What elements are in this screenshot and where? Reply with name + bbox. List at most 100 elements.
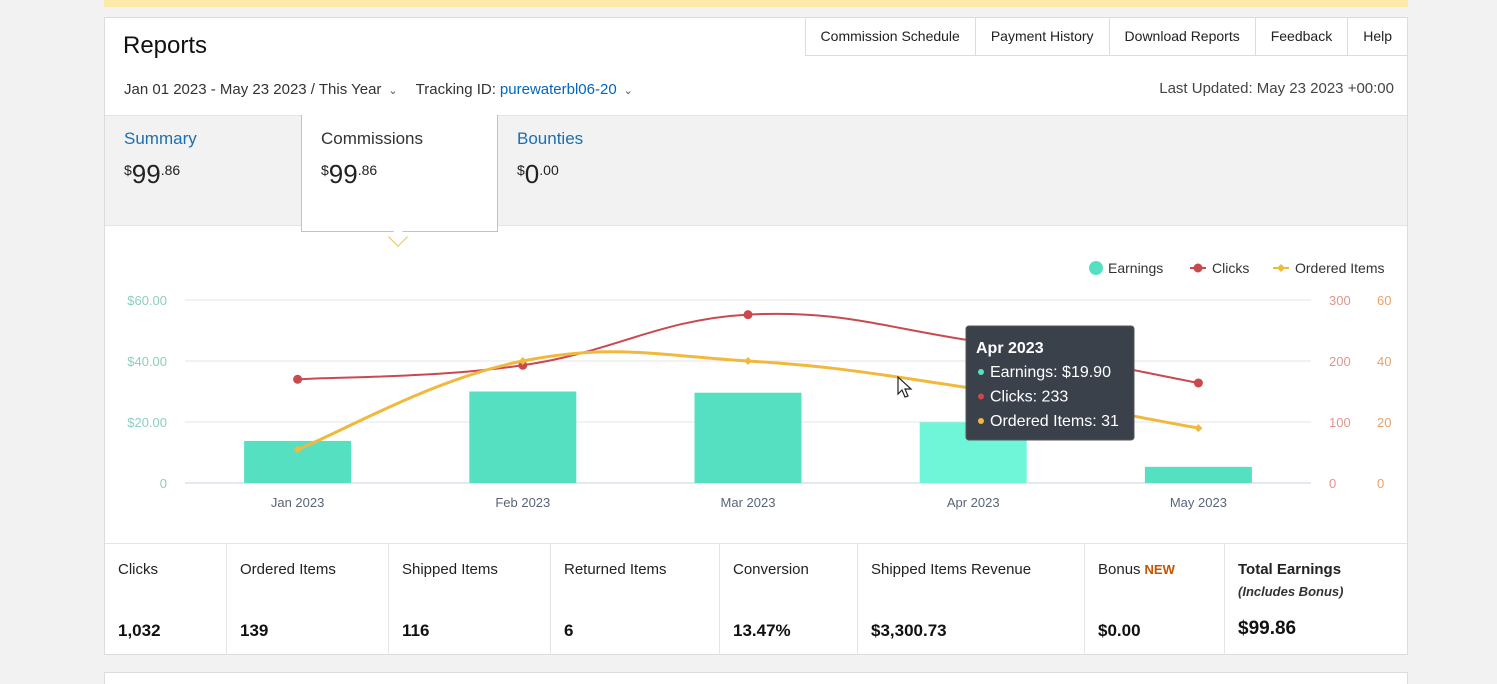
legend-items-marker (1277, 264, 1285, 272)
tab-summary-label: Summary (124, 129, 197, 148)
date-range-dropdown[interactable]: Jan 01 2023 - May 23 2023 / This Year ⌄ (124, 81, 398, 98)
stat-label: Total Earnings (1238, 561, 1342, 578)
chart-tooltip (965, 325, 1135, 441)
tooltip-marker (978, 369, 984, 375)
last-updated: Last Updated: May 23 2023 +00:00 (1159, 80, 1394, 97)
payment-history-link[interactable]: Payment History (974, 17, 1109, 56)
feedback-link[interactable]: Feedback (1254, 17, 1348, 56)
stat-label: Clicks (118, 561, 158, 578)
help-link[interactable]: Help (1347, 17, 1408, 56)
tooltip-marker (978, 393, 984, 400)
right-axis-tick-items: 60 (1377, 293, 1391, 308)
chevron-down-icon: ⌄ (623, 85, 633, 97)
legend-earnings-label: Earnings (1108, 260, 1163, 276)
x-axis-tick: Jan 2023 (271, 495, 325, 510)
stat-value: $3,300.73 (871, 621, 947, 640)
stat-value: 13.47% (733, 621, 791, 640)
stat-bonus: Bonus NEW $0.00 (1085, 544, 1225, 655)
legend-clicks-marker (1193, 263, 1203, 273)
earnings-bar (469, 391, 577, 483)
stat-shipped-items: Shipped Items 116 (389, 544, 551, 655)
earnings-bar (1144, 466, 1252, 483)
stat-label: Bonus NEW (1098, 561, 1211, 578)
legend-clicks-label: Clicks (1212, 260, 1249, 276)
tab-commissions[interactable]: Commissions $99.86 (301, 115, 498, 232)
stat-label: Returned Items (564, 561, 667, 578)
tracking-id-label: Tracking ID: (415, 81, 496, 98)
amount-fraction: .00 (539, 162, 559, 178)
amount-whole: 99 (328, 159, 358, 189)
tooltip-marker (978, 418, 984, 424)
stat-ordered-items: Ordered Items 139 (227, 544, 389, 655)
tracking-id-value: purewaterbl06-20 (499, 81, 617, 98)
stat-clicks: Clicks 1,032 (105, 544, 227, 655)
left-axis-tick: $40.00 (127, 354, 167, 369)
right-axis-tick-clicks: 300 (1329, 293, 1351, 308)
tab-summary-amount: $99.86 (124, 159, 282, 190)
stat-returned-items: Returned Items 6 (551, 544, 720, 655)
stat-label: Shipped Items (402, 561, 498, 578)
right-axis-tick-clicks: 100 (1329, 415, 1351, 430)
reports-card: Reports Commission Schedule Payment Hist… (104, 17, 1408, 655)
currency-symbol: $ (124, 162, 132, 178)
legend-earnings-marker (1089, 261, 1103, 275)
clicks-point (1193, 378, 1203, 388)
earnings-bar (694, 392, 802, 483)
ordered-items-point (1194, 424, 1203, 433)
stat-value: 139 (240, 621, 269, 640)
x-axis-tick: May 2023 (1170, 495, 1227, 510)
stat-sublabel: (Includes Bonus) (1238, 584, 1344, 599)
ordered-items-point (744, 357, 752, 365)
download-reports-link[interactable]: Download Reports (1108, 17, 1255, 56)
right-axis-tick-clicks: 200 (1329, 354, 1351, 369)
clicks-point (743, 310, 753, 320)
stat-label: Shipped Items Revenue (871, 561, 1032, 578)
stats-row: Clicks 1,032 Ordered Items 139 Shipped I… (105, 543, 1407, 655)
top-links: Commission Schedule Payment History Down… (804, 17, 1408, 56)
legend-items-label: Ordered Items (1295, 260, 1384, 276)
left-axis-tick: $60.00 (127, 293, 167, 308)
clicks-point (518, 360, 528, 370)
stat-value: $0.00 (1098, 621, 1141, 640)
clicks-point (293, 374, 303, 384)
x-axis-tick: Apr 2023 (947, 495, 1000, 510)
page-title: Reports (123, 32, 208, 59)
stat-total-earnings: Total Earnings (Includes Bonus) $99.86 (1225, 544, 1407, 655)
new-badge: NEW (1144, 562, 1175, 577)
ordered-items-point (518, 357, 527, 365)
mouse-cursor-icon (897, 376, 913, 398)
right-axis-tick-items: 0 (1377, 476, 1384, 491)
left-axis-tick: 0 (160, 476, 167, 491)
earnings-chart[interactable]: $60.00$40.00$20.00030020010006040200Jan … (105, 18, 1407, 543)
tab-commissions-label: Commissions (321, 129, 424, 148)
amount-whole: 0 (524, 159, 540, 189)
stat-conversion: Conversion 13.47% (720, 544, 858, 655)
stat-value: 1,032 (118, 621, 161, 640)
stat-shipped-items-revenue: Shipped Items Revenue $3,300.73 (858, 544, 1085, 655)
right-axis-tick-clicks: 0 (1329, 476, 1336, 491)
bonus-label: Bonus (1098, 561, 1141, 578)
tooltip-line: Clicks: 233 (990, 389, 1068, 406)
notification-banner (104, 0, 1408, 7)
currency-symbol: $ (517, 162, 525, 178)
tab-bounties[interactable]: Bounties $0.00 (498, 115, 694, 226)
tooltip-line: Earnings: $19.90 (990, 364, 1111, 381)
filter-row: Jan 01 2023 - May 23 2023 / This Year ⌄ T… (124, 81, 633, 98)
tab-commissions-amount: $99.86 (321, 159, 478, 190)
tab-summary[interactable]: Summary $99.86 (105, 115, 301, 226)
stat-value: 6 (564, 621, 574, 640)
tracking-id-dropdown[interactable]: Tracking ID: purewaterbl06-20 ⌄ (416, 81, 633, 98)
stat-label: Ordered Items (240, 561, 336, 578)
date-range-label: Jan 01 2023 - May 23 2023 / This Year (124, 81, 382, 98)
tooltip-line: Ordered Items: 31 (990, 413, 1119, 430)
stat-label: Conversion (733, 561, 809, 578)
stat-value: $99.86 (1238, 618, 1297, 639)
tab-bounties-label: Bounties (517, 129, 584, 148)
next-card (104, 672, 1408, 684)
commission-schedule-link[interactable]: Commission Schedule (804, 17, 975, 56)
amount-fraction: .86 (160, 162, 181, 178)
x-axis-tick: Feb 2023 (495, 495, 550, 510)
left-axis-tick: $20.00 (127, 415, 167, 430)
chevron-down-icon: ⌄ (388, 85, 398, 97)
right-axis-tick-items: 40 (1377, 354, 1391, 369)
